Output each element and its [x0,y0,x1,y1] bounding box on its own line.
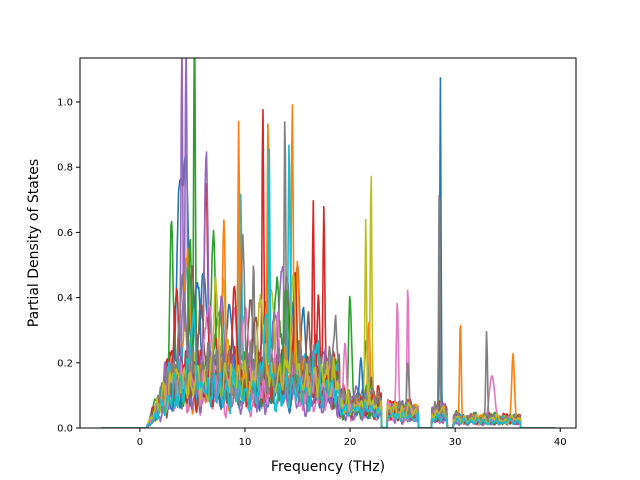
x-axis: 0 10 20 30 40 [137,428,567,448]
y-tick-label: 0.6 [57,228,73,239]
x-tick-label: 40 [554,437,567,448]
x-axis-title: Frequency (THz) [271,459,385,475]
plot-frame [79,57,577,429]
x-tick-label: 20 [344,437,357,448]
y-axis: 0.0 0.2 0.4 0.6 0.8 1.0 [57,98,80,435]
y-tick-label: 0.2 [57,358,73,369]
y-tick-label: 0.8 [57,163,73,174]
y-axis-title: Partial Density of States [26,159,42,327]
series-layer [100,58,556,428]
x-tick-label: 0 [137,437,143,448]
series-line [100,308,556,428]
x-tick-label: 30 [449,437,462,448]
x-tick-label: 10 [239,437,252,448]
y-tick-label: 0.0 [57,424,73,435]
y-tick-label: 1.0 [57,98,73,109]
y-tick-label: 0.4 [57,293,73,304]
